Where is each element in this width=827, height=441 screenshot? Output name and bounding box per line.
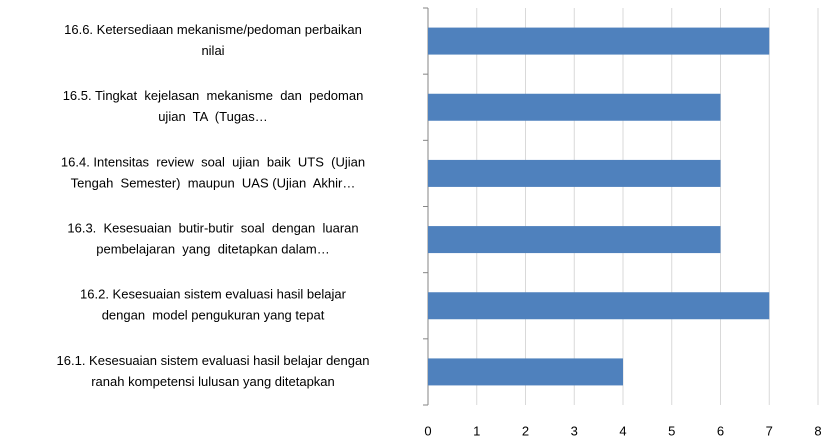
y-tick-label: pembelajaran yang ditetapkan dalam… (96, 242, 329, 257)
x-tick-label: 4 (619, 423, 626, 438)
y-tick-label: nilai (201, 43, 224, 58)
x-tick-label: 3 (571, 423, 578, 438)
y-tick-label: 16.4. Intensitas review soal ujian baik … (61, 154, 365, 169)
x-tick-label: 6 (717, 423, 724, 438)
x-tick-label: 0 (424, 423, 431, 438)
x-tick-label: 7 (766, 423, 773, 438)
bar (428, 358, 623, 386)
x-tick-label: 2 (522, 423, 529, 438)
y-tick-label: 16.2. Kesesuaian sistem evaluasi hasil b… (80, 287, 347, 302)
y-tick-label: 16.5. Tingkat kejelasan mekanisme dan pe… (63, 88, 364, 103)
bar (428, 93, 721, 121)
bar (428, 292, 770, 320)
bar (428, 27, 770, 55)
x-tick-label: 1 (473, 423, 480, 438)
y-tick-label: dengan model pengukuran yang tepat (102, 308, 325, 323)
y-tick-label: Tengah Semester) maupun UAS (Ujian Akhir… (71, 175, 356, 190)
y-tick-label: ranah kompetensi lulusan yang ditetapkan (91, 374, 335, 389)
bar (428, 159, 721, 187)
bar (428, 226, 721, 254)
y-tick-label: 16.6. Ketersediaan mekanisme/pedoman per… (64, 22, 362, 37)
y-tick-label: ujian TA (Tugas… (158, 109, 268, 124)
y-tick-label: 16.3. Kesesuaian butir-butir soal dengan… (67, 221, 358, 236)
x-tick-label: 8 (814, 423, 821, 438)
y-tick-label: 16.1. Kesesuaian sistem evaluasi hasil b… (57, 353, 370, 368)
x-tick-label: 5 (668, 423, 675, 438)
